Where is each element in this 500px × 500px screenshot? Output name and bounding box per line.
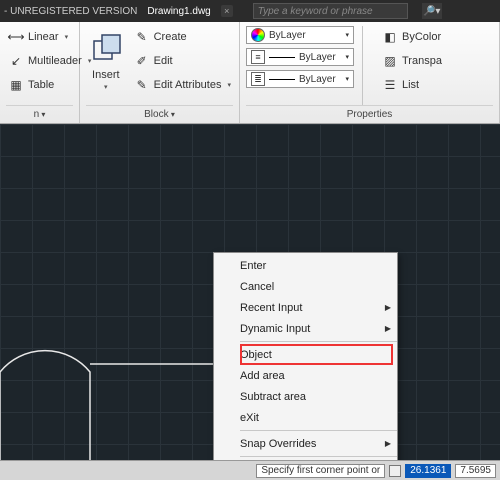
lineweight-icon: ≡ xyxy=(251,50,265,64)
insert-button[interactable]: Insert ▾ xyxy=(86,26,126,96)
context-menu: Enter Cancel Recent Input ▶ Dynamic Input ▶ Ob… xyxy=(213,252,398,480)
ctx-label: Add area xyxy=(240,370,285,382)
ctx-cancel[interactable]: Cancel xyxy=(214,276,397,297)
list-button[interactable]: ☰List xyxy=(380,74,444,96)
ctx-label: Cancel xyxy=(240,281,274,293)
linetype-icon: ≣ xyxy=(251,72,265,86)
ctx-icon xyxy=(218,436,240,452)
transparency-icon: ▨ xyxy=(382,53,398,69)
color-dropdown[interactable]: ByLayer▾ xyxy=(246,26,354,44)
ctx-icon xyxy=(218,321,240,337)
ctx-icon xyxy=(218,258,240,274)
ctx-label: eXit xyxy=(240,412,259,424)
ctx-object[interactable]: Object xyxy=(214,344,397,365)
unregistered-label: - UNREGISTERED VERSION xyxy=(4,6,137,17)
linear-icon: ⟷ xyxy=(8,29,24,45)
edit-attributes-button[interactable]: ✎Edit Attributes▾ xyxy=(132,74,233,96)
coord-y: 7.5695 xyxy=(455,464,496,478)
ctx-recent-input[interactable]: Recent Input ▶ xyxy=(214,297,397,318)
ctx-add-area[interactable]: Add area xyxy=(214,365,397,386)
ctx-label: Recent Input xyxy=(240,302,302,314)
ctx-label: Subtract area xyxy=(240,391,306,403)
dynamic-input-toggle[interactable] xyxy=(389,465,401,477)
ctx-exit[interactable]: eXit xyxy=(214,407,397,428)
ctx-snap-overrides[interactable]: Snap Overrides ▶ xyxy=(214,433,397,454)
ctx-label: Dynamic Input xyxy=(240,323,310,335)
submenu-arrow-icon: ▶ xyxy=(385,324,391,333)
title-bar: - UNREGISTERED VERSION Drawing1.dwg × Ty… xyxy=(0,0,500,22)
panel-annotation: ⟷Linear▾ ↙Multileader▾ ▦Table n xyxy=(0,22,80,123)
arch-shape xyxy=(0,351,90,474)
ctx-dynamic-input[interactable]: Dynamic Input ▶ xyxy=(214,318,397,339)
panel-block: Insert ▾ ✎Create ✐Edit ✎Edit Attributes▾… xyxy=(80,22,240,123)
search-input[interactable]: Type a keyword or phrase xyxy=(253,3,408,19)
coord-x[interactable]: 26.1361 xyxy=(405,464,451,478)
list-icon: ☰ xyxy=(382,77,398,93)
table-icon: ▦ xyxy=(8,77,24,93)
transparency-button[interactable]: ▨Transpa xyxy=(380,50,444,72)
status-bar: Specify first corner point or 26.1361 7.… xyxy=(0,460,500,480)
edit-attributes-icon: ✎ xyxy=(134,77,150,93)
bycolor-icon: ◧ xyxy=(382,29,398,45)
insert-icon xyxy=(88,31,124,67)
lineweight-dropdown[interactable]: ≡ByLayer▾ xyxy=(246,48,354,66)
infocenter-search-icon[interactable]: 🔎▾ xyxy=(422,3,442,19)
create-icon: ✎ xyxy=(134,29,150,45)
linetype-dropdown[interactable]: ≣ByLayer▾ xyxy=(246,70,354,88)
search-placeholder: Type a keyword or phrase xyxy=(258,6,373,17)
panel-properties-title[interactable]: Properties xyxy=(246,105,493,123)
colorwheel-icon xyxy=(251,28,265,42)
panel-properties: ByLayer▾ ≡ByLayer▾ ≣ByLayer▾ ◧ByColor ▨T… xyxy=(240,22,500,123)
ctx-icon xyxy=(218,410,240,426)
ctx-label: Snap Overrides xyxy=(240,438,316,450)
filename-label: Drawing1.dwg xyxy=(147,6,210,17)
ctx-enter[interactable]: Enter xyxy=(214,255,397,276)
edit-button[interactable]: ✐Edit xyxy=(132,50,233,72)
title-infocenter: 🔎▾ xyxy=(422,3,442,19)
submenu-arrow-icon: ▶ xyxy=(385,439,391,448)
ctx-icon xyxy=(218,300,240,316)
ctx-subtract-area[interactable]: Subtract area xyxy=(214,386,397,407)
ctx-label: Enter xyxy=(240,260,266,272)
command-prompt: Specify first corner point or xyxy=(256,464,385,478)
ctx-icon xyxy=(218,279,240,295)
drawing-canvas[interactable]: Enter Cancel Recent Input ▶ Dynamic Input ▶ Ob… xyxy=(0,124,500,480)
create-button[interactable]: ✎Create xyxy=(132,26,233,48)
tab-close-icon[interactable]: × xyxy=(221,5,233,17)
ctx-icon xyxy=(218,389,240,405)
multileader-icon: ↙ xyxy=(8,53,24,69)
ctx-icon xyxy=(218,368,240,384)
ctx-label: Object xyxy=(240,349,272,361)
ctx-icon xyxy=(218,347,240,363)
edit-icon: ✐ xyxy=(134,53,150,69)
panel-annotation-title[interactable]: n xyxy=(6,105,73,123)
bycolor-button[interactable]: ◧ByColor xyxy=(380,26,444,48)
ribbon: ⟷Linear▾ ↙Multileader▾ ▦Table n Insert ▾… xyxy=(0,22,500,124)
submenu-arrow-icon: ▶ xyxy=(385,303,391,312)
panel-block-title[interactable]: Block xyxy=(86,105,233,123)
